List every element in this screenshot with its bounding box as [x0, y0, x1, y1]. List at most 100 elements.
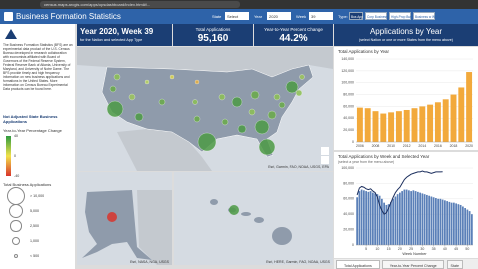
state-bubble[interactable] — [144, 79, 150, 85]
alaska-land — [82, 190, 152, 260]
select[interactable]: 39 — [309, 12, 333, 20]
bar — [468, 211, 471, 245]
bar — [410, 191, 413, 245]
size-legend-label: > 10,000 — [30, 194, 45, 198]
bar — [450, 94, 457, 142]
select[interactable]: 2020 — [267, 12, 291, 20]
state-bubble[interactable] — [250, 90, 260, 100]
change-legend-label: 40 — [14, 134, 18, 138]
select[interactable]: Select — [225, 12, 249, 20]
us-map[interactable]: Esri, Garmin, FAO, NOAA, USGS, EPA — [77, 47, 333, 171]
bar — [461, 206, 464, 245]
bar — [423, 194, 426, 245]
state-bubble[interactable] — [254, 119, 270, 135]
map-legend-title: Not Adjusted State Business Applications — [3, 114, 58, 124]
zoom-in[interactable] — [321, 147, 329, 155]
state-bubble[interactable] — [248, 108, 256, 116]
x-tick-label: 30 — [420, 247, 424, 251]
state-bubble[interactable] — [134, 112, 144, 122]
tab[interactable]: Year-to-Year Percent Change — [381, 260, 445, 269]
change-value: 44.2% — [279, 33, 308, 44]
state-bubbles — [106, 73, 305, 156]
bar — [376, 194, 379, 245]
alaska-map[interactable]: Esri, NASA, NGA, USGS — [77, 172, 172, 265]
right-title: Applications by Year — [369, 27, 443, 36]
state-bubble[interactable] — [231, 96, 243, 108]
chart-title: Total Applications by Week and Selected … — [338, 154, 430, 159]
tab[interactable]: State — [446, 260, 463, 269]
tab[interactable]: Total Applications — [336, 260, 380, 269]
x-tick-label: 15 — [387, 247, 391, 251]
state-bubble[interactable] — [113, 73, 121, 81]
state-bubble[interactable] — [221, 118, 229, 126]
bar — [421, 193, 424, 245]
state-bubble[interactable] — [109, 85, 117, 93]
bar — [405, 189, 408, 245]
change-title: Year-to-Year Percent Change — [264, 27, 323, 32]
bar — [358, 191, 361, 245]
type-button[interactable]: Corp Business — [365, 12, 387, 20]
bar — [427, 104, 434, 142]
bar — [442, 99, 449, 142]
size-legend-circle — [8, 203, 24, 219]
state-bubble[interactable] — [192, 99, 198, 105]
control-label: Year — [254, 14, 263, 19]
y-tick-label: 0 — [352, 243, 354, 247]
x-axis-label: Week Number — [402, 252, 427, 256]
state-bubble[interactable] — [193, 115, 201, 123]
total-card: Total Applications 95,160 — [173, 24, 253, 46]
island — [210, 199, 218, 205]
description: The Business Formation Statistics (BFS) … — [3, 43, 73, 91]
state-bubble[interactable] — [278, 101, 286, 109]
state-bubble[interactable] — [295, 89, 303, 97]
bar — [450, 202, 453, 245]
state-bubble[interactable] — [106, 100, 124, 118]
browser-bar: census.maps.arcgis.com/apps/opsdashboard… — [0, 0, 478, 9]
x-tick-label: 2014 — [418, 144, 426, 148]
control-label: State — [212, 14, 222, 19]
state-bubble[interactable] — [197, 132, 217, 152]
total-title: Total Applications — [195, 27, 231, 32]
state-bubble[interactable] — [267, 110, 277, 120]
x-tick-label: 2020 — [465, 144, 473, 148]
state-bubble[interactable] — [218, 93, 226, 101]
state-bubble[interactable] — [237, 124, 247, 134]
bar — [432, 197, 435, 245]
zoom-out[interactable] — [321, 156, 329, 164]
tab-label: Total Applications — [344, 263, 372, 268]
island — [241, 212, 251, 216]
bar — [380, 113, 387, 142]
change-legend-label: 0 — [14, 154, 16, 158]
map-attribution: Esri, Garmin, FAO, NOAA, USGS, EPA — [268, 165, 329, 169]
state-bubble[interactable] — [273, 93, 281, 101]
bar — [362, 190, 365, 245]
island — [254, 217, 264, 223]
line — [356, 170, 443, 215]
type-button-label: High-Prop Business — [391, 15, 411, 19]
state-bubble[interactable] — [194, 79, 200, 85]
state-bubble[interactable] — [285, 80, 299, 94]
address-bar[interactable] — [40, 1, 240, 8]
state-bubble[interactable] — [258, 138, 276, 156]
hawaii-map[interactable]: Esri, HERE, Garmin, FAO, NOAA, USGS — [174, 172, 333, 265]
bar — [356, 197, 359, 245]
y-tick-label: 140,000 — [341, 57, 354, 61]
state-bubble[interactable] — [107, 212, 117, 222]
bar — [385, 204, 388, 245]
state-bubble[interactable] — [158, 98, 166, 106]
type-button[interactable]: Business w Wages — [413, 12, 435, 20]
chart-subtitle: (select a year from the menu above) — [338, 160, 394, 164]
state-bubble[interactable] — [299, 74, 305, 80]
bar — [378, 195, 381, 245]
bar — [448, 201, 451, 245]
type-button[interactable]: Bus Apps — [349, 12, 363, 20]
size-legend-label: < 500 — [30, 254, 40, 258]
bar — [441, 199, 444, 245]
state-bubble[interactable] — [128, 93, 136, 101]
change-legend-label: -40 — [14, 174, 20, 178]
bar — [412, 190, 415, 245]
control-label: Week — [296, 14, 307, 19]
state-bubble[interactable] — [229, 205, 239, 215]
type-button[interactable]: High-Prop Business — [389, 12, 411, 20]
state-bubble[interactable] — [169, 74, 175, 80]
